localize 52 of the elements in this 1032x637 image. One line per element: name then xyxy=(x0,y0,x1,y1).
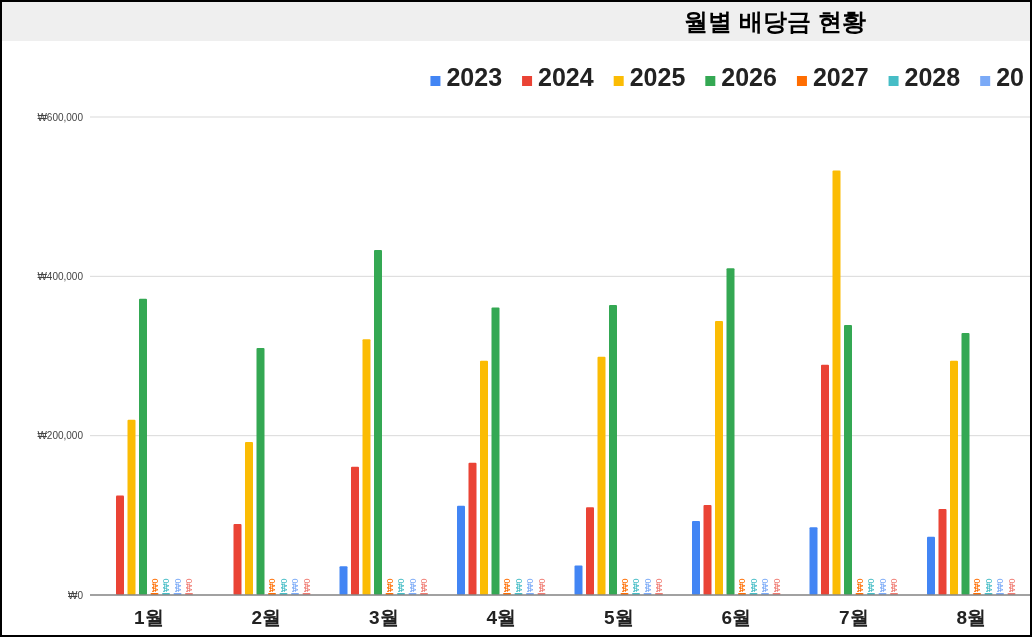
data-label: ₩0 xyxy=(301,578,312,592)
data-label: ₩0 xyxy=(983,578,994,592)
data-label: ₩0 xyxy=(407,578,418,592)
data-label: ₩0 xyxy=(290,578,300,592)
data-label: ₩0 xyxy=(866,578,876,592)
legend-label: 2024 xyxy=(538,63,594,91)
data-label: ₩0 xyxy=(536,578,547,592)
data-label: ₩0 xyxy=(184,578,194,592)
x-tick-label: 3월 xyxy=(368,607,399,628)
data-label: ₩0 xyxy=(619,578,630,592)
data-label: ₩0 xyxy=(384,578,395,592)
data-label: ₩0 xyxy=(995,578,1005,592)
data-label: ₩0 xyxy=(513,578,524,592)
data-label: ₩0 xyxy=(1006,578,1017,592)
legend-label: 20 xyxy=(996,63,1024,91)
legend-label: 2028 xyxy=(904,63,961,91)
x-tick-label: 8월 xyxy=(956,607,987,628)
chart-title: 월별 배당금 현황 xyxy=(684,8,866,35)
data-label: ₩0 xyxy=(161,578,171,592)
data-label: ₩0 xyxy=(502,578,512,592)
data-label: ₩0 xyxy=(972,578,982,592)
data-label: ₩0 xyxy=(771,578,782,592)
x-tick-label: 7월 xyxy=(838,607,869,628)
data-label: ₩0 xyxy=(889,578,899,592)
x-tick-label: 1월 xyxy=(133,607,164,628)
data-label: ₩0 xyxy=(642,578,653,592)
legend-label: 2023 xyxy=(446,63,503,91)
y-tick-label: ₩0 xyxy=(68,589,84,601)
y-tick-label: ₩400,000 xyxy=(37,270,84,282)
data-label: ₩0 xyxy=(267,578,277,592)
x-tick-label: 6월 xyxy=(721,607,752,628)
legend-label: 2027 xyxy=(812,63,869,91)
data-label: ₩0 xyxy=(278,578,289,592)
data-label: ₩0 xyxy=(877,578,888,592)
data-label: ₩0 xyxy=(760,578,770,592)
y-tick-label: ₩200,000 xyxy=(37,430,84,442)
y-tick-label: ₩600,000 xyxy=(37,111,84,123)
data-label: ₩0 xyxy=(854,578,865,592)
data-label: ₩0 xyxy=(748,578,759,592)
data-label: ₩0 xyxy=(396,578,406,592)
data-label: ₩0 xyxy=(172,578,183,592)
x-tick-label: 2월 xyxy=(251,607,282,628)
data-label: ₩0 xyxy=(525,578,535,592)
legend-label: 2026 xyxy=(721,63,777,91)
x-tick-label: 4월 xyxy=(486,607,517,628)
data-label: ₩0 xyxy=(149,578,160,592)
data-label: ₩0 xyxy=(631,578,641,592)
data-label: ₩0 xyxy=(737,578,747,592)
data-label: ₩0 xyxy=(419,578,429,592)
legend-label: 2025 xyxy=(629,63,686,91)
data-label: ₩0 xyxy=(654,578,664,592)
x-tick-label: 5월 xyxy=(603,607,634,628)
